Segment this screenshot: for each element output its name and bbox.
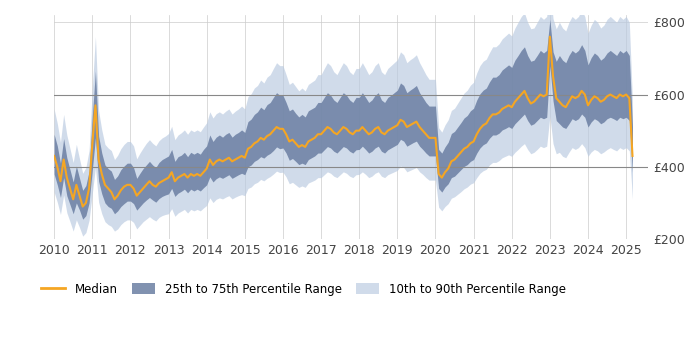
Median [301,145,309,149]
Median [53,165,62,169]
Legend: Median, 25th to 75th Percentile Range, 10th to 90th Percentile Range: Median, 25th to 75th Percentile Range, 1… [36,278,570,300]
Median [50,154,58,158]
Median [629,154,637,158]
Median [78,204,87,209]
Median [142,183,150,187]
Line: Median: Median [54,37,633,206]
Median [234,156,243,160]
Median [546,35,554,39]
Median [130,186,138,190]
Median [346,130,354,134]
